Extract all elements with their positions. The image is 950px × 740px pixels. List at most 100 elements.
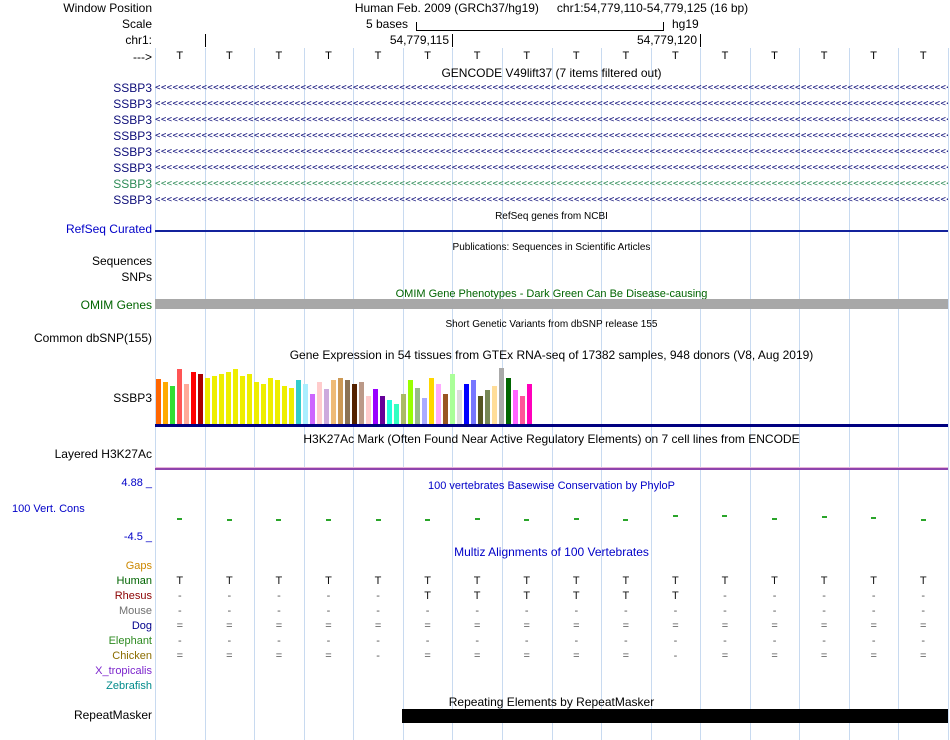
alignment-cell: = [176,620,183,632]
snps-label[interactable]: SNPs [121,270,152,284]
gtex-tissue-bar [303,384,308,424]
gtex-tissue-bar [394,404,399,424]
repeatmasker-track-label[interactable]: RepeatMasker [73,708,152,722]
alignment-cell [205,679,255,694]
ruler-base: T [622,50,630,62]
publications-track-title[interactable]: Publications: Sequences in Scientific Ar… [452,242,651,253]
gencode-gene-label[interactable]: SSBP3 [113,145,152,159]
refseq-curated-item[interactable] [155,230,948,232]
gtex-expression-bars[interactable] [156,364,538,424]
alignment-cell: - [723,590,727,602]
ruler-base: T [176,50,184,62]
alignment-cell: T [672,590,679,602]
omim-genes-item[interactable] [155,299,948,309]
alignment-cell [651,664,701,679]
gtex-gene-label[interactable]: SSBP3 [113,391,152,405]
alignment-cell: = [424,650,431,662]
alignment-cell: - [376,590,380,602]
column-guideline [848,48,850,740]
phylop-tick [177,518,183,520]
h3k27ac-track-label[interactable]: Layered H3K27Ac [54,447,152,461]
alignment-cell: = [573,650,580,662]
multiz-species-label[interactable]: Elephant [108,635,152,647]
conservation-track-label[interactable]: 100 Vert. Cons [12,503,85,515]
alignment-cell: - [871,635,876,647]
omim-track-title[interactable]: OMIM Gene Phenotypes - Dark Green Can Be… [395,288,708,300]
multiz-species-label[interactable]: Zebrafish [106,680,152,692]
column-guideline [948,48,949,740]
assembly-text: Human Feb. 2009 (GRCh37/hg19) [354,1,539,15]
multiz-species-label[interactable]: Rhesus [114,590,152,602]
alignment-cell: = [226,650,233,662]
alignment-cell: - [376,605,380,617]
alignment-cell: = [424,620,431,632]
gencode-transcript[interactable]: <<<<<<<<<<<<<<<<<<<<<<<<<<<<<<<<<<<<<<<<… [155,147,948,157]
repeatmasker-track-title[interactable]: Repeating Elements by RepeatMasker [448,695,655,709]
h3k27ac-track-title[interactable]: H3K27Ac Mark (Often Found Near Active Re… [303,432,800,446]
alignment-cell: T [622,575,630,587]
alignment-cell [502,664,552,679]
column-guideline [551,48,553,740]
multiz-species-label[interactable]: Mouse [118,605,152,617]
alignment-cell [552,664,602,679]
gtex-tissue-bar [282,386,287,424]
gencode-gene-label[interactable]: SSBP3 [113,97,152,111]
gencode-transcript[interactable]: <<<<<<<<<<<<<<<<<<<<<<<<<<<<<<<<<<<<<<<<… [155,179,948,189]
sequences-label[interactable]: Sequences [91,254,152,268]
alignment-cell [700,559,750,574]
omim-genes-label[interactable]: OMIM Genes [80,298,152,312]
alignment-cell: - [673,635,678,647]
ruler-base: T [672,50,679,62]
alignment-cell: - [177,590,182,602]
dbsnp-track-title[interactable]: Short Genetic Variants from dbSNP releas… [445,319,658,330]
gtex-tissue-bar [254,382,259,424]
gencode-gene-label[interactable]: SSBP3 [113,113,152,127]
gtex-tissue-bar [212,376,217,424]
refseq-curated-label[interactable]: RefSeq Curated [65,222,152,236]
alignment-cell: - [723,605,727,617]
gencode-transcript[interactable]: <<<<<<<<<<<<<<<<<<<<<<<<<<<<<<<<<<<<<<<<… [155,195,948,205]
gencode-gene-label[interactable]: SSBP3 [113,177,152,191]
alignment-cell [205,664,255,679]
gencode-transcript[interactable]: <<<<<<<<<<<<<<<<<<<<<<<<<<<<<<<<<<<<<<<<… [155,99,948,109]
multiz-alignment-row [155,664,948,679]
refseq-track-title[interactable]: RefSeq genes from NCBI [495,211,608,222]
gtex-tissue-bar [366,396,371,424]
alignment-cell: - [822,635,826,647]
gencode-transcript[interactable]: <<<<<<<<<<<<<<<<<<<<<<<<<<<<<<<<<<<<<<<<… [155,131,948,141]
gencode-transcript[interactable]: <<<<<<<<<<<<<<<<<<<<<<<<<<<<<<<<<<<<<<<<… [155,163,948,173]
alignment-cell: - [624,605,628,617]
alignment-cell: T [721,575,729,587]
gencode-transcript[interactable]: <<<<<<<<<<<<<<<<<<<<<<<<<<<<<<<<<<<<<<<<… [155,115,948,125]
alignment-cell: - [376,635,380,647]
gencode-gene-label[interactable]: SSBP3 [113,129,152,143]
alignment-cell [799,679,849,694]
alignment-cell [552,679,602,694]
gencode-gene-label[interactable]: SSBP3 [113,193,152,207]
conservation-track-title[interactable]: 100 vertebrates Basewise Conservation by… [427,480,676,492]
alignment-cell: = [771,620,778,632]
gencode-transcript[interactable]: <<<<<<<<<<<<<<<<<<<<<<<<<<<<<<<<<<<<<<<<… [155,83,948,93]
alignment-cell [898,664,948,679]
alignment-cell [304,664,354,679]
multiz-species-label[interactable]: Chicken [112,650,152,662]
alignment-cell: = [870,620,877,632]
gtex-tissue-bar [156,379,161,424]
multiz-species-label[interactable]: Gaps [125,560,152,572]
multiz-species-label[interactable]: Dog [131,620,152,632]
multiz-species-label[interactable]: X_tropicalis [95,665,152,677]
multiz-track-title[interactable]: Multiz Alignments of 100 Vertebrates [454,545,649,559]
alignment-cell: T [523,575,531,587]
gtex-tissue-bar [233,369,238,424]
gtex-track-title[interactable]: Gene Expression in 54 tissues from GTEx … [289,348,814,362]
multiz-species-label[interactable]: Human [116,575,152,587]
gencode-gene-label[interactable]: SSBP3 [113,161,152,175]
alignment-cell [601,664,651,679]
repeatmasker-item[interactable] [402,709,948,723]
gencode-gene-label[interactable]: SSBP3 [113,81,152,95]
gencode-track-title[interactable]: GENCODE V49lift37 (7 items filtered out) [441,66,662,80]
dbsnp-track-label[interactable]: Common dbSNP(155) [33,331,152,345]
multiz-alignment-row: ---------------- [155,604,948,619]
